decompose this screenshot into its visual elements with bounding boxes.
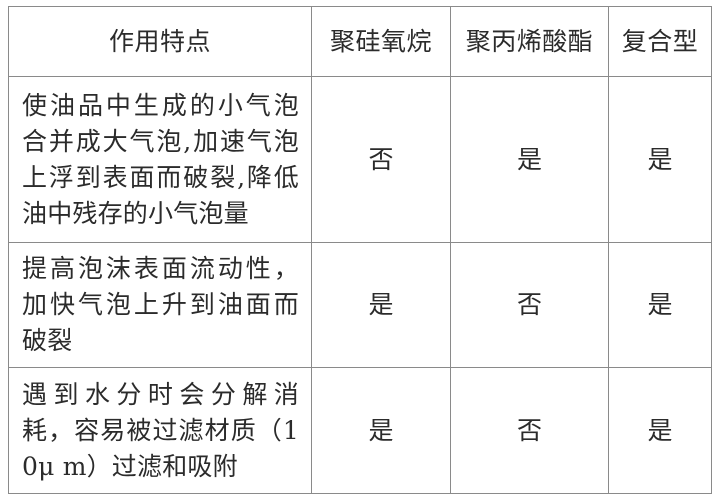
cell-acrylate: 否 [450, 367, 609, 494]
cell-acrylate-text: 否 [516, 290, 542, 319]
column-header-silicone-label: 聚硅氧烷 [329, 26, 432, 56]
cell-silicone: 是 [311, 242, 451, 368]
cell-compound: 是 [608, 242, 712, 368]
table-row: 使油品中生成的小气泡合并成大气泡,加速气泡上浮到表面而破裂,降低油中残存的小气泡… [8, 76, 712, 243]
cell-silicone-text: 否 [368, 144, 394, 174]
cell-silicone: 否 [311, 76, 451, 243]
cell-silicone-text: 是 [368, 290, 394, 319]
table-header-row: 作用特点 聚硅氧烷 聚丙烯酸酯 复合型 [8, 6, 712, 77]
cell-feature: 遇到水分时会分解消耗，容易被过滤材质（10μ m）过滤和吸附 [8, 367, 312, 494]
cell-acrylate: 否 [450, 242, 609, 368]
column-header-silicone: 聚硅氧烷 [311, 6, 451, 77]
cell-compound: 是 [608, 367, 712, 494]
cell-compound-text: 是 [647, 415, 673, 445]
cell-feature: 提高泡沫表面流动性，加快气泡上升到油面而破裂 [8, 242, 312, 368]
column-header-acrylate: 聚丙烯酸酯 [450, 6, 609, 77]
cell-compound-text: 是 [647, 144, 673, 174]
table-row: 遇到水分时会分解消耗，容易被过滤材质（10μ m）过滤和吸附 是 否 是 [8, 367, 712, 494]
cell-acrylate-text: 是 [516, 144, 542, 174]
column-header-compound-label: 复合型 [621, 26, 699, 56]
cell-feature-text: 遇到水分时会分解消耗，容易被过滤材质（10μ m）过滤和吸附 [22, 379, 299, 481]
cell-compound-text: 是 [647, 290, 673, 319]
defoamer-comparison-table: 作用特点 聚硅氧烷 聚丙烯酸酯 复合型 使油品中生成的小气泡合并成大气泡,加速气… [8, 6, 712, 494]
cell-acrylate: 是 [450, 76, 609, 243]
table-row: 提高泡沫表面流动性，加快气泡上升到油面而破裂 是 否 是 [8, 242, 712, 368]
cell-feature: 使油品中生成的小气泡合并成大气泡,加速气泡上浮到表面而破裂,降低油中残存的小气泡… [8, 76, 312, 243]
cell-feature-text: 使油品中生成的小气泡合并成大气泡,加速气泡上浮到表面而破裂,降低油中残存的小气泡… [22, 90, 299, 228]
column-header-feature-label: 作用特点 [108, 26, 211, 56]
column-header-compound: 复合型 [608, 6, 712, 77]
cell-acrylate-text: 否 [516, 415, 542, 445]
cell-compound: 是 [608, 76, 712, 243]
cell-silicone: 是 [311, 367, 451, 494]
cell-silicone-text: 是 [368, 415, 394, 445]
column-header-acrylate-label: 聚丙烯酸酯 [465, 26, 594, 56]
column-header-feature: 作用特点 [8, 6, 312, 77]
cell-feature-text: 提高泡沫表面流动性，加快气泡上升到油面而破裂 [22, 254, 299, 355]
